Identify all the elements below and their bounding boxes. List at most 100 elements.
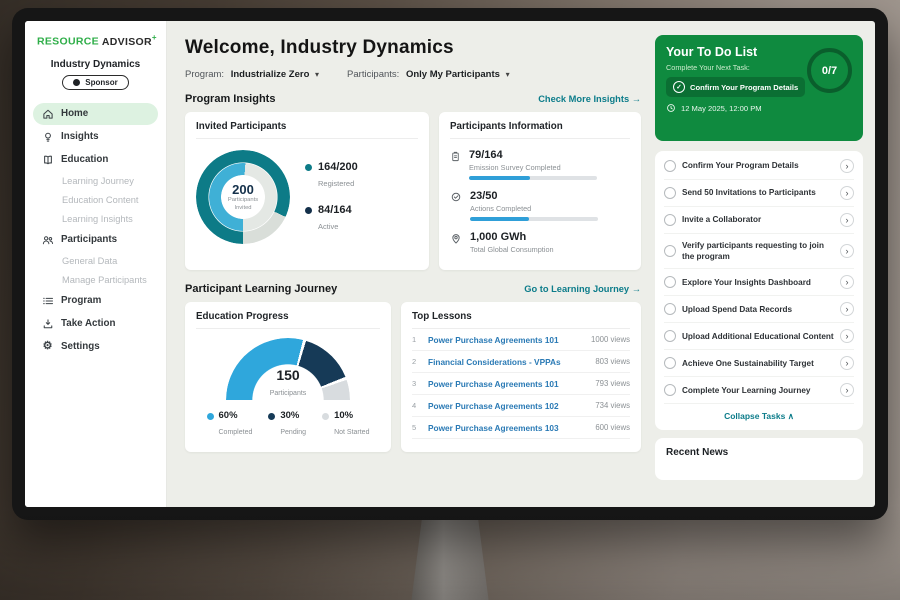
participants-filter[interactable]: Participants: Only My Participants ▾ (347, 69, 510, 80)
go-to-learning-journey-link[interactable]: Go to Learning Journey → (524, 284, 641, 294)
task-chevron-icon[interactable]: › (840, 356, 854, 371)
lesson-link[interactable]: Power Purchase Agreements 101 (428, 334, 559, 345)
task-checkbox[interactable] (664, 330, 676, 343)
legend-value: 164/200 (318, 160, 358, 173)
task-chevron-icon[interactable]: › (840, 159, 854, 173)
task-chevron-icon[interactable]: › (840, 275, 854, 290)
lesson-link[interactable]: Power Purchase Agreements 103 (428, 422, 559, 433)
logo-text-advisor: ADVISOR (101, 35, 152, 48)
invited-participants-donut-chart: 200 Participants Invited (196, 150, 290, 244)
task-checkbox[interactable] (664, 384, 676, 397)
lesson-row[interactable]: 3 Power Purchase Agreements 101 793 view… (412, 373, 630, 395)
recent-news-title: Recent News (666, 447, 729, 459)
sidebar-item-participants[interactable]: Participants (33, 229, 158, 251)
lesson-row[interactable]: 5 Power Purchase Agreements 103 600 view… (412, 417, 630, 439)
recent-news-header: Recent News (655, 438, 863, 481)
top-lessons-list: 1 Power Purchase Agreements 101 1000 vie… (412, 329, 630, 439)
check-more-insights-link[interactable]: Check More Insights → (538, 94, 641, 104)
task-checkbox[interactable] (664, 357, 676, 370)
next-task-label: Confirm Your Program Details (690, 82, 799, 92)
task-row[interactable]: Invite a Collaborator › (664, 207, 854, 234)
legend-value: 60% (218, 410, 238, 421)
task-checkbox[interactable] (664, 276, 676, 289)
task-chevron-icon[interactable]: › (840, 383, 854, 398)
lesson-link[interactable]: Financial Considerations - VPPAs (428, 356, 561, 367)
sidebar-item-insights[interactable]: Insights (33, 126, 158, 148)
sidebar-item-general-data[interactable]: General Data (62, 255, 118, 266)
task-checkbox[interactable] (664, 245, 676, 258)
task-row[interactable]: Achieve One Sustainability Target › (664, 350, 854, 378)
stat-label: Emission Survey Completed (469, 163, 561, 172)
lesson-row[interactable]: 4 Power Purchase Agreements 102 734 view… (412, 395, 630, 417)
link-label: Check More Insights (538, 94, 630, 104)
task-checkbox[interactable] (664, 160, 676, 172)
lesson-row[interactable]: 1 Power Purchase Agreements 101 1000 vie… (412, 329, 630, 351)
stat-value: 23/50 (470, 190, 498, 202)
arrow-right-icon: → (631, 94, 641, 104)
next-task-chip[interactable]: ✓ Confirm Your Program Details (666, 77, 806, 97)
task-checkbox[interactable] (664, 187, 676, 199)
lesson-link[interactable]: Power Purchase Agreements 102 (428, 400, 559, 411)
sidebar-item-learning-journey[interactable]: Learning Journey (62, 175, 134, 186)
task-row[interactable]: Send 50 Invitations to Participants › (664, 180, 854, 207)
chevron-down-icon: ▾ (315, 70, 320, 79)
task-label: Upload Spend Data Records (682, 304, 793, 314)
sponsor-badge[interactable]: Sponsor (62, 74, 129, 90)
participants-filter-value: Only My Participants (405, 69, 500, 80)
clipboard-icon (450, 150, 461, 180)
education-progress-card: Education Progress 150 Participants (185, 302, 391, 452)
lesson-row[interactable]: 2 Financial Considerations - VPPAs 803 v… (412, 351, 630, 373)
sidebar-item-settings[interactable]: ⚙ Settings (33, 336, 158, 357)
sidebar-item-home[interactable]: Home (33, 102, 158, 125)
task-row[interactable]: Upload Spend Data Records › (664, 296, 854, 324)
sidebar-item-take-action[interactable]: Take Action (33, 313, 158, 335)
task-chevron-icon[interactable]: › (840, 329, 854, 344)
task-chevron-icon[interactable]: › (840, 244, 854, 259)
page-title: Welcome, Industry Dynamics (185, 37, 454, 58)
collapse-tasks-button[interactable]: Collapse Tasks ∧ (664, 404, 854, 425)
task-row[interactable]: Complete Your Learning Journey › (664, 377, 854, 405)
task-chevron-icon[interactable]: › (840, 213, 854, 227)
sidebar-item-learning-insights[interactable]: Learning Insights (62, 213, 133, 224)
sidebar-item-education-content[interactable]: Education Content (62, 194, 139, 205)
task-list-card: Confirm Your Program Details › Send 50 I… (655, 151, 863, 431)
sidebar-item-program[interactable]: Program (33, 290, 158, 312)
sidebar-item-education[interactable]: Education (33, 149, 158, 171)
card-title: Top Lessons (412, 311, 630, 329)
chevron-up-icon: ∧ (787, 411, 794, 422)
task-row[interactable]: Confirm Your Program Details › (664, 153, 854, 180)
sidebar-item-label: Program (61, 295, 102, 306)
next-task-due: 12 May 2025, 12:00 PM (666, 103, 852, 113)
sidebar-item-manage-participants[interactable]: Manage Participants (62, 274, 147, 285)
task-label: Explore Your Insights Dashboard (682, 277, 811, 287)
task-row[interactable]: Upload Additional Educational Content › (664, 323, 854, 351)
task-checkbox[interactable] (664, 214, 676, 226)
legend-completed: 60% Completed (206, 410, 252, 439)
logo-text-resource: RESOURCE (37, 35, 99, 48)
invited-participants-card: Invited Participants 200 Participants In… (185, 112, 429, 270)
task-label: Verify participants requesting to join t… (682, 241, 824, 262)
task-label: Send 50 Invitations to Participants (682, 188, 816, 198)
legend-label: Active (318, 221, 339, 231)
sidebar-nav: Home Insights Education Learning Journey… (25, 102, 166, 357)
todo-title: Your To Do List (666, 45, 758, 59)
donut-inner-ring (209, 163, 277, 231)
top-lessons-card: Top Lessons 1 Power Purchase Agreements … (401, 302, 641, 452)
section-title: Program Insights (185, 93, 276, 105)
gauge-center-label: Participants (269, 390, 307, 397)
stat-label: Actions Completed (470, 204, 532, 213)
due-text: 12 May 2025, 12:00 PM (681, 103, 762, 113)
link-label: Go to Learning Journey (524, 284, 630, 294)
task-row[interactable]: Explore Your Insights Dashboard › (664, 269, 854, 297)
task-chevron-icon[interactable]: › (840, 302, 854, 317)
lesson-link[interactable]: Power Purchase Agreements 101 (428, 378, 559, 389)
program-filter[interactable]: Program: Industrialize Zero ▾ (185, 69, 319, 80)
task-checkbox[interactable] (664, 303, 676, 316)
logo-plus: + (151, 33, 157, 42)
donut-center-label: Participants Invited (227, 196, 259, 211)
lesson-rank: 1 (412, 335, 417, 344)
chevron-down-icon: ▾ (505, 70, 510, 79)
task-chevron-icon[interactable]: › (840, 186, 854, 200)
sidebar-item-label: Take Action (61, 318, 116, 329)
task-row[interactable]: Verify participants requesting to join t… (664, 234, 854, 270)
